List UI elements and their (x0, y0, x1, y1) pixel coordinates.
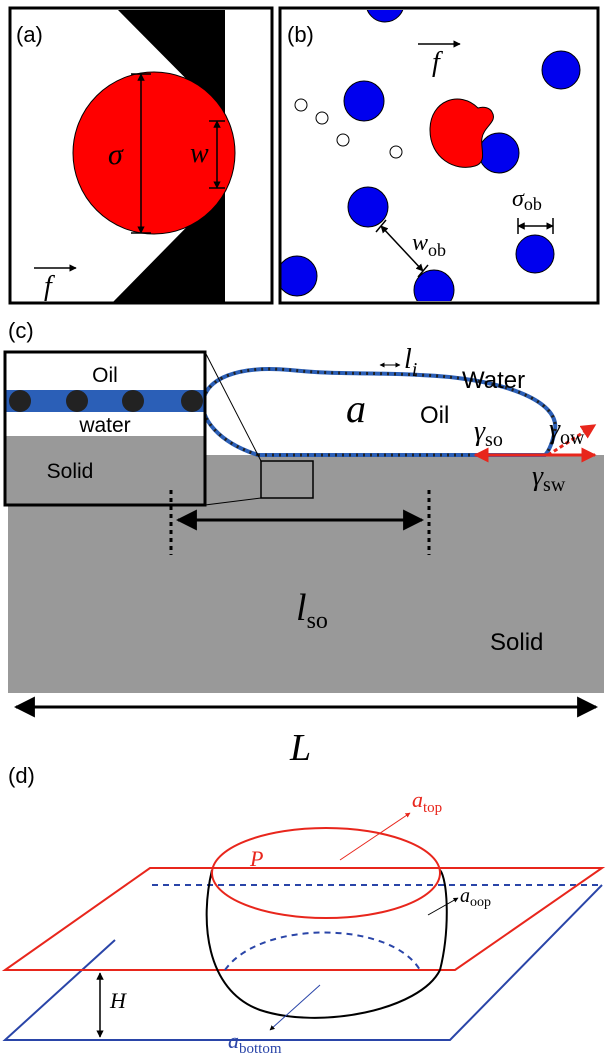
zoom-line (204, 497, 262, 506)
symbol: a (412, 787, 423, 812)
gamma-sw: γsw (532, 461, 566, 496)
panel-label: (d) (8, 763, 35, 788)
symbol: l (404, 344, 412, 375)
inset: Oil water Solid (3, 350, 207, 507)
zoom-line (204, 351, 262, 462)
panel-b: (b) f σob wob (278, 6, 600, 305)
deformed-particle (429, 98, 494, 168)
P: P (249, 846, 263, 871)
panel-label: (b) (287, 22, 314, 47)
obstacle (541, 50, 581, 90)
a-bottom: abottom (228, 1028, 282, 1057)
panel-label: (a) (16, 22, 43, 47)
particle (122, 390, 144, 412)
obstacle (347, 186, 389, 228)
w: w (190, 138, 209, 169)
a-top-arrow (339, 812, 411, 861)
a-top: atop (412, 787, 442, 816)
symbol: l (296, 587, 307, 629)
symbol: a (228, 1028, 239, 1053)
symbol: a (460, 885, 470, 907)
length-L: L (289, 727, 311, 769)
droplet-side (439, 869, 448, 971)
a-oop-arrow (427, 897, 459, 916)
panel-frame (8, 6, 274, 305)
inset-oil: Oil (92, 364, 118, 387)
symbol: γ (532, 461, 544, 492)
oil-label: Oil (420, 402, 449, 429)
sigma: σ (108, 138, 124, 171)
w-ob: wob (412, 230, 446, 260)
dimension-arrow (380, 225, 424, 272)
a-bottom-arrow (269, 984, 321, 1031)
obstacle (343, 80, 385, 122)
bottom-plane (2, 884, 603, 1041)
gamma-ow: γow (549, 414, 585, 449)
droplet-side (205, 869, 441, 1019)
obstacle (280, 255, 318, 297)
obstacle (515, 234, 555, 274)
subscript: top (423, 800, 442, 816)
obstacle (413, 269, 455, 301)
symbol: w (412, 230, 428, 256)
particle-layer (5, 390, 205, 412)
area-a: a (346, 386, 366, 431)
a-oop: aoop (460, 885, 491, 910)
symbol: γ (549, 414, 561, 445)
panel-label: (c) (8, 318, 34, 343)
perimeter-P (211, 827, 441, 919)
symbol: σ (512, 186, 525, 212)
inset-frame (3, 350, 207, 507)
subscript: bottom (239, 1041, 282, 1057)
subscript: ob (524, 194, 542, 214)
subscript: i (412, 359, 418, 381)
bottom-contact (224, 931, 421, 971)
droplet-particles (201, 367, 557, 457)
subscript: ow (560, 427, 585, 449)
zoom-box (260, 460, 314, 499)
panel-frame (278, 6, 600, 305)
sigma-ob: σob (512, 186, 542, 214)
cap (375, 219, 387, 233)
small-particle (389, 145, 403, 159)
particle (72, 71, 236, 235)
cap (417, 264, 429, 278)
inset-water: water (78, 414, 130, 437)
obstacle (478, 132, 520, 174)
obstacle (366, 10, 404, 23)
subscript: so (485, 429, 503, 451)
H: H (109, 988, 127, 1013)
f: f (432, 47, 443, 78)
symbol: γ (474, 416, 486, 447)
l-i: li (404, 344, 417, 381)
top-plane (1, 867, 606, 971)
particle (66, 390, 88, 412)
panel-d: (d) atop P aoop H abottom (1, 763, 606, 1057)
gamma-so: γso (474, 416, 503, 451)
small-particle (315, 111, 329, 125)
panel-c: Oil water Solid (c) li Water a Oil γow γ… (3, 318, 604, 769)
small-particle (294, 98, 308, 112)
l-so: lso (296, 587, 328, 634)
inset-solid (5, 436, 205, 505)
panel-a: (a) σ w f (8, 6, 274, 305)
particle (9, 390, 31, 412)
subscript: sw (543, 474, 566, 496)
gamma-ow-arrow (547, 423, 597, 457)
solid-label: Solid (490, 629, 543, 656)
particle (181, 390, 203, 412)
inset-solid-label: Solid (47, 460, 94, 483)
water-label: Water (462, 367, 525, 394)
small-particle (336, 133, 350, 147)
f: f (44, 271, 55, 302)
subscript: oop (470, 895, 491, 910)
subscript: so (307, 608, 328, 634)
subscript: ob (428, 240, 446, 260)
